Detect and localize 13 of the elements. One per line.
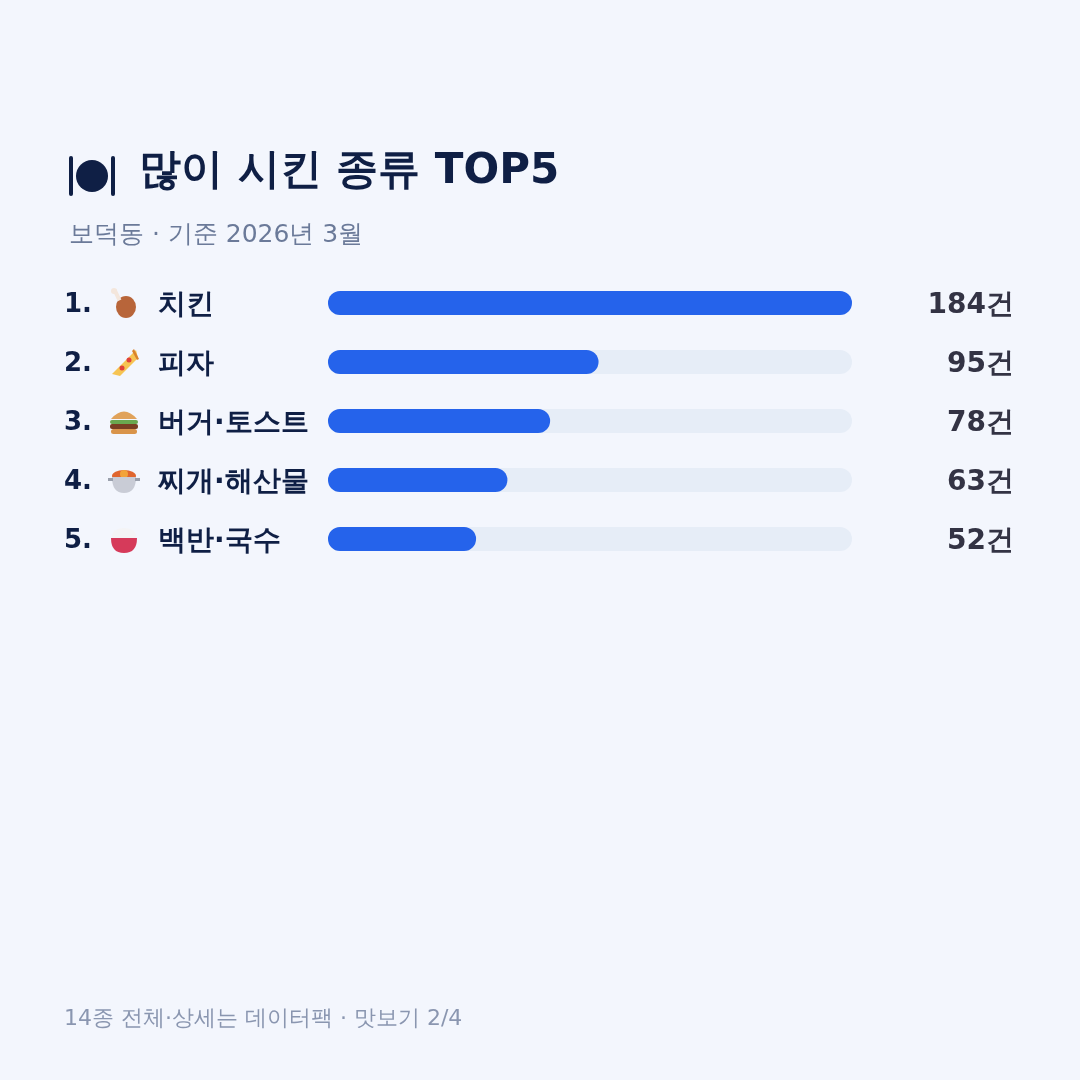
text: 14종 전체·상세는 데이터팩 · 맛보기 2/4 [64,1004,463,1030]
data-label: 95건 [947,345,1014,379]
category-label: 3. 버거·토스트 [64,404,309,438]
chart-subtitle: 보덕동 · 기준 2026년 3월 [69,219,364,248]
data-label: 184건 [927,286,1014,320]
category-label: 5. 백반·국수 [64,522,281,556]
chart-title: 많이 시킨 종류 TOP5 [139,143,560,193]
data-label: 63건 [947,463,1014,497]
data-label: 52건 [947,522,1014,556]
category-label: 2. 피자 [64,345,214,379]
category-label: 4. 찌개·해산물 [64,463,309,497]
data-label: 78건 [947,404,1014,438]
category-label: 1. 치킨 [64,286,214,320]
